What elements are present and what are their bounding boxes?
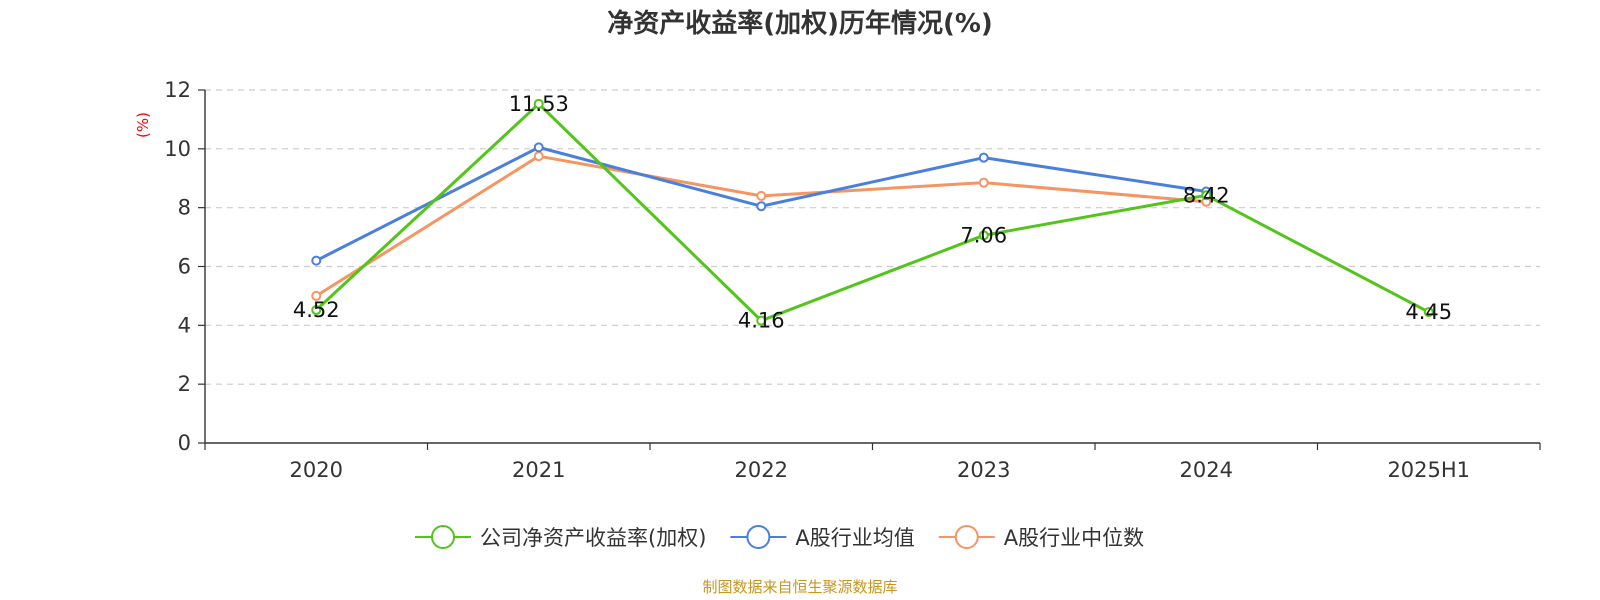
data-label: 4.45 — [1405, 300, 1452, 324]
legend-label: A股行业均值 — [795, 526, 914, 550]
grid-lines — [205, 89, 1540, 385]
x-tick-label: 2023 — [957, 458, 1010, 482]
data-label: 7.06 — [960, 223, 1007, 247]
series-line — [315, 154, 1207, 298]
series-line — [315, 102, 1430, 323]
chart-title: 净资产收益率(加权)历年情况(%) — [607, 8, 993, 39]
legend-marker-icon — [431, 525, 455, 549]
data-point — [978, 230, 989, 241]
y-axis-label: (%) — [134, 112, 152, 138]
legend-marker-icon — [746, 525, 771, 549]
y-tick-label: 2 — [178, 372, 191, 396]
x-tick-label: 2025H1 — [1387, 458, 1470, 482]
x-tick-label: 2021 — [512, 458, 565, 482]
legend-label: A股行业中位数 — [1004, 526, 1144, 550]
data-point — [311, 305, 322, 316]
data-point — [533, 151, 544, 162]
data-point — [1201, 190, 1212, 201]
data-label: 11.53 — [509, 92, 569, 116]
x-tick-label: 2024 — [1180, 458, 1233, 482]
data-point — [1423, 307, 1434, 318]
y-tick-label: 8 — [178, 196, 191, 220]
data-label: 4.52 — [293, 298, 340, 322]
series-lines — [311, 98, 1434, 326]
data-label: 8.42 — [1183, 183, 1230, 207]
y-tick-label: 0 — [178, 431, 191, 455]
axes: 0 2 4 6 8 10 12 2020 2021 2022 2023 2024 2025H1 — [164, 78, 1541, 482]
data-point — [311, 255, 322, 266]
legend-marker-icon — [954, 525, 979, 549]
data-point — [978, 177, 989, 188]
data-point — [756, 201, 767, 212]
y-tick-label: 6 — [178, 255, 191, 279]
legend-item[interactable]: A股行业均值 — [730, 525, 915, 550]
data-point — [978, 152, 989, 163]
legend-label: 公司净资产收益率(加权) — [480, 526, 706, 550]
data-label: 4.16 — [738, 309, 785, 333]
y-tick-label: 12 — [164, 78, 191, 102]
legend[interactable]: 公司净资产收益率(加权) A股行业均值 A股行业中位数 — [415, 525, 1144, 550]
y-tick-label: 10 — [164, 137, 191, 161]
data-point — [533, 142, 544, 153]
data-point — [311, 290, 322, 301]
data-point — [756, 315, 767, 326]
legend-item[interactable]: A股行业中位数 — [938, 525, 1144, 550]
data-point — [756, 190, 767, 201]
legend-item[interactable]: 公司净资产收益率(加权) — [415, 525, 706, 550]
y-tick-label: 4 — [178, 313, 191, 337]
data-labels: 4.52 11.53 4.16 7.06 8.42 4.45 — [293, 92, 1452, 333]
source-note: 制图数据来自恒生聚源数据库 — [702, 578, 897, 596]
x-tick-label: 2020 — [290, 458, 343, 482]
data-point — [533, 98, 544, 109]
x-tick-label: 2022 — [735, 458, 788, 482]
